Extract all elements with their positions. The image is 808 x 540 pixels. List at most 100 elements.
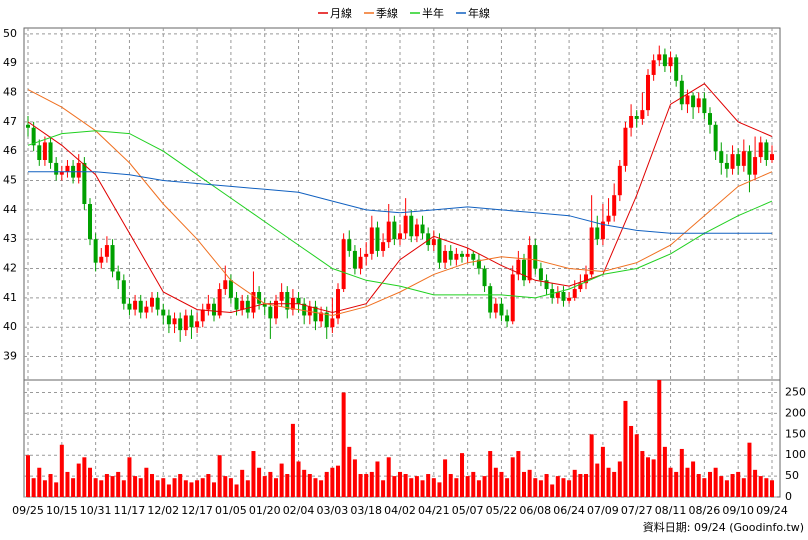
volume-bar: [730, 474, 735, 497]
candle-body: [572, 289, 577, 298]
volume-bar: [364, 474, 369, 497]
candle-body: [493, 303, 498, 313]
x-tick-label: 12/02: [147, 504, 179, 517]
candle-body: [392, 221, 397, 240]
candle-body: [561, 292, 566, 301]
candle-body: [26, 124, 30, 128]
candle-body: [257, 292, 262, 304]
y-tick-label: 42: [3, 262, 17, 275]
volume-bar: [522, 471, 526, 497]
volume-bar: [42, 480, 47, 497]
volume-bar: [138, 478, 143, 497]
volume-bar: [302, 469, 307, 497]
volume-bar: [386, 457, 391, 497]
volume-bar: [460, 453, 464, 497]
candle-body: [178, 318, 183, 331]
candle-body: [651, 60, 656, 75]
candle-body: [578, 283, 583, 290]
volume-bar: [612, 471, 617, 497]
volume-bar: [679, 448, 684, 497]
candle-body: [99, 256, 104, 263]
x-tick-label: 06/08: [519, 504, 551, 517]
volume-bar: [212, 482, 216, 497]
candle-body: [200, 309, 205, 322]
volume-bar: [358, 474, 363, 497]
candle-body: [600, 221, 605, 240]
volume-bar: [195, 480, 200, 497]
candle-body: [668, 57, 673, 67]
candle-body: [212, 303, 216, 316]
volume-bar: [381, 480, 386, 497]
candle-body: [93, 239, 98, 263]
volume-bar: [674, 471, 679, 497]
volume-bar: [736, 471, 741, 497]
volume-bar: [166, 484, 171, 497]
volume-bar: [26, 455, 30, 497]
volume-bar: [274, 478, 278, 497]
candle-body: [612, 195, 617, 216]
candle-body: [443, 250, 448, 263]
candle-body: [217, 289, 222, 316]
volume-tick-label: 250: [785, 386, 806, 399]
volume-bar: [88, 467, 92, 497]
candle-body: [747, 151, 752, 175]
volume-bar: [629, 425, 634, 497]
candle-body: [223, 280, 228, 290]
candle-body: [510, 274, 515, 322]
volume-bar: [285, 474, 290, 497]
volume-bar: [223, 476, 228, 497]
y-tick-label: 39: [3, 350, 17, 363]
candle-body: [499, 303, 504, 316]
volume-bar: [398, 471, 402, 497]
candle-body: [330, 318, 335, 328]
candle-body: [364, 253, 369, 257]
volume-bar: [561, 478, 566, 497]
candle-body: [595, 227, 600, 240]
candle-body: [753, 157, 758, 175]
x-tick-label: 04/02: [384, 504, 416, 517]
candle-body: [696, 98, 701, 108]
candle-body: [589, 227, 594, 275]
candle-body: [724, 162, 729, 169]
volume-bar: [685, 467, 690, 497]
volume-bar: [431, 478, 436, 497]
candle-body: [31, 127, 36, 146]
volume-bar: [414, 476, 419, 497]
volume-bar: [443, 459, 448, 497]
candle-body: [584, 274, 588, 284]
volume-tick-label: 50: [785, 469, 799, 482]
volume-bar: [172, 478, 177, 497]
candle-body: [702, 98, 707, 114]
y-tick-label: 47: [3, 115, 17, 128]
x-tick-label: 08/26: [689, 504, 721, 517]
candle-body: [65, 165, 70, 172]
legend-label: 月線: [330, 6, 352, 20]
volume-bar: [465, 476, 470, 497]
volume-bar: [245, 480, 250, 497]
candle-body: [48, 142, 53, 163]
candle-body: [183, 315, 188, 331]
volume-bar: [691, 461, 696, 497]
volume-bar: [93, 478, 98, 497]
candle-body: [662, 54, 667, 67]
candle-body: [448, 250, 453, 260]
volume-bar: [296, 461, 301, 497]
candle-body: [527, 245, 532, 281]
candle-body: [166, 315, 171, 325]
candle-body: [206, 303, 211, 310]
volume-bar: [510, 457, 515, 497]
volume-bar: [127, 457, 132, 497]
x-tick-label: 04/21: [418, 504, 450, 517]
volume-bar: [54, 482, 59, 497]
candle-body: [240, 300, 245, 310]
candle-body: [161, 309, 166, 316]
volume-bar: [741, 478, 746, 497]
volume-bar: [555, 476, 560, 497]
y-tick-label: 48: [3, 86, 17, 99]
volume-bar: [59, 444, 64, 497]
y-tick-label: 50: [3, 27, 17, 40]
volume-bar: [589, 434, 594, 497]
volume-bar: [104, 474, 109, 497]
candle-body: [476, 259, 481, 269]
candle-body: [623, 127, 628, 166]
